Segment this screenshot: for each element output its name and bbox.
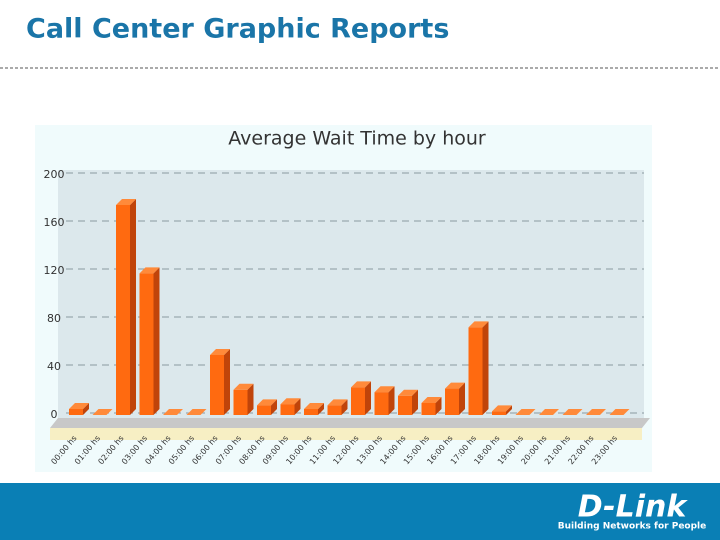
bar — [186, 409, 207, 415]
bar-face — [586, 409, 606, 415]
bar-face — [116, 199, 136, 205]
bar-face — [445, 382, 465, 389]
bar-face — [233, 389, 248, 415]
bar-face — [421, 403, 436, 415]
bar — [116, 199, 136, 415]
bar-face — [69, 403, 89, 409]
bar-face — [468, 321, 489, 328]
y-tick-label: 160 — [44, 216, 65, 229]
bar-face — [304, 403, 324, 409]
bar — [398, 389, 418, 415]
bar-face — [327, 399, 348, 406]
bar-face — [210, 349, 230, 355]
bar-face — [388, 386, 395, 415]
bar-face — [257, 399, 277, 406]
floor-front — [50, 428, 642, 440]
bar-face — [492, 405, 512, 412]
bar — [233, 383, 254, 415]
bar-face — [482, 321, 489, 415]
bar — [515, 409, 536, 415]
bar-face — [609, 409, 630, 415]
bar-face — [69, 409, 83, 415]
chart-title: Average Wait Time by hour — [228, 128, 486, 150]
y-tick-label: 0 — [51, 408, 58, 421]
bar — [92, 409, 113, 415]
bar-face — [247, 383, 254, 415]
bar — [562, 409, 583, 415]
bar — [539, 409, 559, 415]
bar — [609, 409, 630, 415]
tagline: Building Networks for People — [558, 522, 706, 532]
bar — [374, 386, 395, 415]
bar-face — [163, 409, 183, 415]
y-tick-label: 200 — [44, 168, 65, 181]
bar — [421, 397, 442, 415]
bar-face — [445, 388, 459, 415]
bar-face — [351, 387, 365, 415]
bar — [257, 399, 277, 415]
bar-face — [130, 199, 136, 415]
y-tick-label: 80 — [47, 312, 61, 325]
floor-top — [50, 418, 650, 428]
bar-face — [210, 355, 224, 415]
bar-face — [398, 395, 412, 415]
bar-face — [351, 381, 371, 388]
bar-face — [539, 409, 559, 415]
bar — [445, 382, 465, 415]
bar-face — [318, 403, 324, 415]
bar-face — [421, 397, 442, 403]
bar — [492, 405, 512, 415]
bar-face — [468, 327, 483, 415]
bar-face — [341, 399, 348, 415]
bar — [304, 403, 324, 415]
bar-face — [116, 205, 130, 415]
bar-face — [562, 409, 583, 415]
bar-face — [412, 389, 418, 415]
bar-face — [139, 267, 160, 274]
footer-band — [0, 483, 720, 540]
bar-face — [257, 405, 271, 415]
bar-face — [365, 381, 371, 415]
bar — [586, 409, 606, 415]
bar-face — [294, 398, 301, 415]
bar-face — [304, 409, 318, 415]
bar-face — [139, 273, 154, 415]
bar-face — [83, 403, 89, 415]
bar-face — [374, 386, 395, 393]
bar-face — [280, 398, 301, 405]
bar — [280, 398, 301, 415]
bar — [351, 381, 371, 415]
bar-face — [492, 411, 506, 415]
bar — [139, 267, 160, 415]
bar-face — [280, 404, 295, 415]
bar-face — [515, 409, 536, 415]
bar-face — [271, 399, 277, 415]
y-tick-label: 40 — [47, 360, 61, 373]
bar — [468, 321, 489, 415]
bar-face — [153, 267, 160, 415]
bar — [69, 403, 89, 415]
bar-face — [92, 409, 113, 415]
bar — [210, 349, 230, 415]
bar-face — [506, 405, 512, 415]
slide-title: Call Center Graphic Reports — [26, 14, 449, 45]
y-tick-label: 120 — [44, 264, 65, 277]
logo: D-Link — [578, 490, 689, 525]
bar-face — [233, 383, 254, 390]
bar-face — [398, 389, 418, 396]
bar — [327, 399, 348, 415]
bar-face — [327, 405, 342, 415]
bar-face — [224, 349, 230, 415]
bar-face — [186, 409, 207, 415]
bar — [163, 409, 183, 415]
bar-face — [374, 392, 389, 415]
bar-face — [459, 382, 465, 415]
